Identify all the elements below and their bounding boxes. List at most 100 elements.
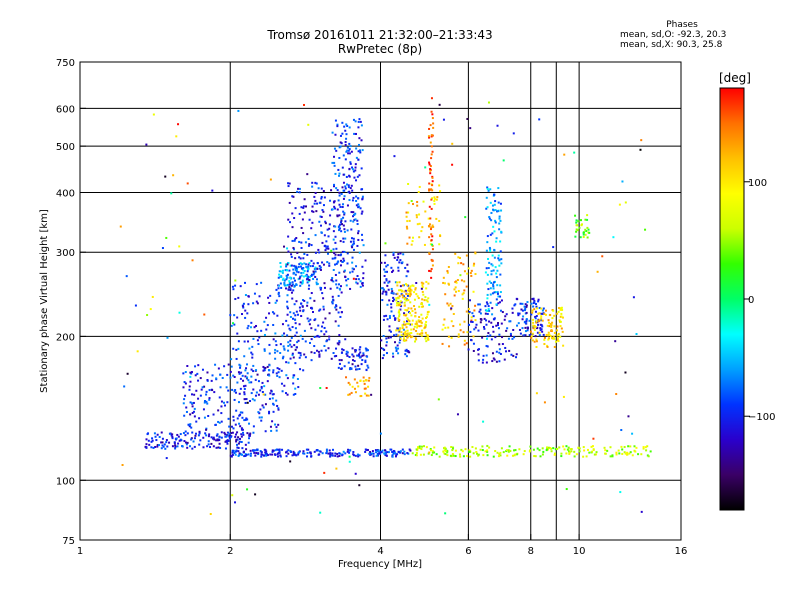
- data-point: [468, 450, 471, 453]
- data-point: [331, 257, 334, 260]
- data-point: [586, 226, 589, 229]
- data-point: [206, 379, 209, 382]
- data-point: [397, 327, 400, 330]
- data-point: [343, 230, 346, 233]
- data-point: [336, 342, 339, 345]
- data-point: [360, 188, 363, 191]
- x-tick-label: 8: [528, 546, 534, 557]
- data-point: [486, 241, 489, 244]
- data-point: [557, 310, 560, 313]
- data-point: [259, 389, 262, 392]
- data-point: [260, 281, 263, 284]
- data-point: [276, 367, 279, 370]
- data-point: [309, 341, 312, 344]
- data-point: [260, 329, 263, 332]
- data-point: [390, 303, 393, 306]
- data-point: [403, 453, 406, 456]
- data-point: [290, 264, 293, 267]
- data-point: [486, 282, 489, 285]
- data-point: [390, 287, 393, 290]
- data-point: [550, 325, 553, 328]
- data-point: [368, 376, 371, 379]
- data-point: [347, 184, 350, 187]
- data-point: [231, 453, 234, 456]
- data-point: [328, 449, 331, 452]
- data-point: [211, 189, 214, 192]
- data-point: [161, 441, 164, 444]
- data-point: [406, 270, 409, 273]
- data-point: [320, 231, 323, 234]
- data-point: [293, 239, 296, 242]
- data-point: [507, 449, 510, 452]
- data-point: [289, 460, 292, 463]
- data-point: [352, 242, 355, 245]
- data-point: [191, 431, 194, 434]
- data-point: [415, 216, 418, 219]
- data-point: [573, 450, 576, 453]
- data-point: [326, 245, 329, 248]
- data-point: [227, 417, 230, 420]
- data-point: [358, 354, 361, 357]
- data-point: [350, 237, 353, 240]
- data-point: [319, 266, 322, 269]
- data-point: [370, 393, 373, 396]
- data-point: [283, 279, 286, 282]
- data-point: [286, 273, 289, 276]
- data-point: [314, 234, 317, 237]
- data-point: [318, 355, 321, 358]
- data-point: [220, 431, 223, 434]
- data-point: [306, 317, 309, 320]
- data-point: [568, 451, 571, 454]
- data-point: [535, 340, 538, 343]
- data-point: [322, 305, 325, 308]
- data-point: [494, 266, 497, 269]
- data-point: [499, 454, 502, 457]
- data-point: [285, 287, 288, 290]
- data-point: [234, 298, 237, 301]
- data-point: [442, 450, 445, 453]
- data-point: [348, 190, 351, 193]
- data-point: [346, 354, 349, 357]
- data-point: [250, 375, 253, 378]
- data-point: [474, 273, 477, 276]
- data-point: [357, 364, 360, 367]
- data-point: [359, 120, 362, 123]
- data-point: [428, 136, 431, 139]
- data-point: [304, 205, 307, 208]
- phase-x-stats: mean, sd,X: 90.3, 25.8: [620, 40, 723, 50]
- data-point: [342, 349, 345, 352]
- data-point: [538, 320, 541, 323]
- data-point: [330, 189, 333, 192]
- data-point: [484, 305, 487, 308]
- data-point: [387, 336, 390, 339]
- data-point: [323, 333, 326, 336]
- data-point: [305, 448, 308, 451]
- data-point: [523, 305, 526, 308]
- data-point: [510, 353, 513, 356]
- data-point: [354, 454, 357, 457]
- data-point: [477, 329, 480, 332]
- data-point: [425, 287, 428, 290]
- data-point: [292, 376, 295, 379]
- data-point: [396, 281, 399, 284]
- data-point: [450, 445, 453, 448]
- data-point: [153, 432, 156, 435]
- data-point: [289, 329, 292, 332]
- data-point: [463, 320, 466, 323]
- data-point: [490, 273, 493, 276]
- data-point: [409, 323, 412, 326]
- data-point: [346, 351, 349, 354]
- data-point: [490, 219, 493, 222]
- data-point: [500, 230, 503, 233]
- data-point: [567, 450, 570, 453]
- data-point: [391, 450, 394, 453]
- data-point: [405, 339, 408, 342]
- data-point: [203, 400, 206, 403]
- data-point: [544, 309, 547, 312]
- data-point: [224, 433, 227, 436]
- data-point: [268, 410, 271, 413]
- data-point: [429, 217, 432, 220]
- data-point: [477, 348, 480, 351]
- data-point: [348, 451, 351, 454]
- data-point: [178, 439, 181, 442]
